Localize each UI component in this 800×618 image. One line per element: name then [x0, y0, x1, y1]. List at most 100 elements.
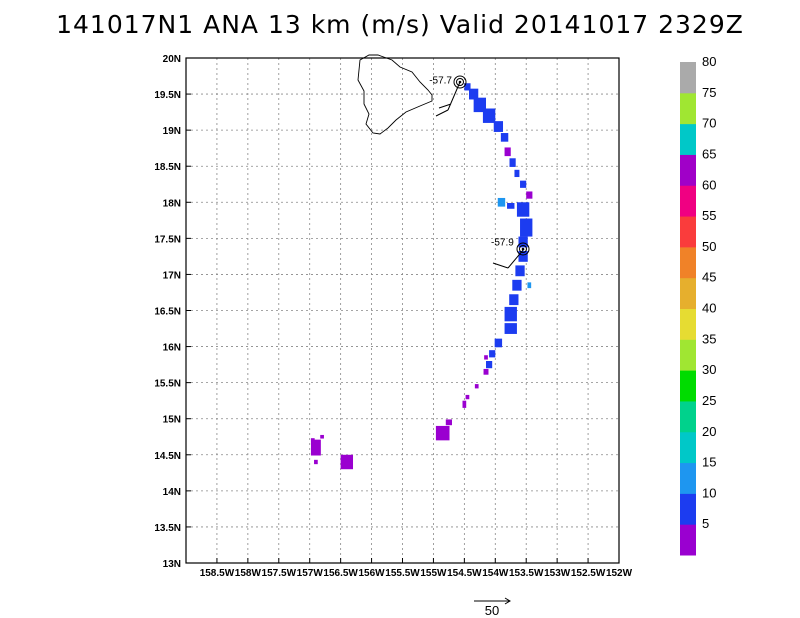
wind-cell	[500, 133, 509, 142]
x-tick-label: 153W	[544, 568, 571, 579]
y-tick-label: 18.5N	[154, 162, 181, 173]
colorbar-segment	[680, 246, 696, 279]
colorbar-segment	[680, 431, 696, 464]
vector-scale-label: 50	[485, 603, 499, 618]
barb-north	[435, 81, 461, 117]
wind-cell	[504, 306, 517, 322]
wind-cell	[310, 438, 315, 443]
wind-cell	[516, 202, 530, 217]
coastline-big-island	[357, 54, 433, 135]
y-tick-label: 15N	[163, 415, 181, 426]
wind-cell	[512, 279, 522, 291]
wind-cell	[320, 434, 324, 439]
colorbar-segment	[680, 524, 696, 556]
colorbar-label: 10	[702, 485, 716, 500]
wind-cell	[468, 88, 479, 100]
wind-cell	[494, 338, 503, 348]
colorbar-segment	[680, 154, 696, 186]
y-tick-label: 14.5N	[154, 451, 181, 462]
colorbar-label: 5	[702, 516, 709, 531]
wind-cell	[314, 459, 318, 465]
colorbar-segment	[680, 400, 696, 433]
colorbar-segment	[680, 123, 696, 155]
colorbar: 5 10 15 20 25 30 35 40 45 50 55 60 65 70 75 80	[680, 54, 716, 556]
wind-cell	[497, 197, 506, 207]
wind-cell	[509, 294, 519, 306]
wind-cell	[520, 218, 533, 237]
x-tick-label: 154.5W	[447, 568, 482, 579]
colorbar-label: 55	[702, 208, 716, 223]
colorbar-segment	[680, 462, 696, 494]
x-tick-label: 153.5W	[509, 568, 544, 579]
x-tick-label: 156W	[359, 568, 386, 579]
colorbar-segment	[680, 308, 696, 340]
wind-cell	[310, 439, 321, 456]
colorbar-segment	[680, 185, 696, 217]
wind-cell	[340, 454, 354, 470]
colorbar-segment	[680, 339, 696, 371]
wind-cell	[518, 236, 528, 248]
wind-cell	[489, 350, 496, 358]
wind-cells	[310, 83, 533, 470]
colorbar-label: 30	[702, 362, 716, 377]
y-tick-label: 19.5N	[154, 90, 181, 101]
colorbar-label: 35	[702, 331, 716, 346]
colorbar-label: 75	[702, 85, 716, 100]
x-tick-label: 154W	[482, 568, 509, 579]
wind-cell	[527, 282, 532, 289]
storm-centers	[453, 75, 530, 256]
colorbar-label: 15	[702, 455, 716, 470]
colorbar-segment	[680, 493, 696, 525]
coastline-path	[357, 54, 433, 135]
wind-cell	[504, 323, 517, 334]
y-tick-label: 15.5N	[154, 379, 181, 390]
wind-cell	[464, 83, 471, 91]
colorbar-label: 25	[702, 393, 716, 408]
colorbar-label: 20	[702, 424, 716, 439]
wind-cell	[474, 384, 479, 389]
x-tick-label: 157.5W	[262, 568, 297, 579]
wind-cell	[465, 394, 470, 400]
x-tick-label: 152.5W	[571, 568, 606, 579]
chart-title: 141017N1 ANA 13 km (m/s) Valid 20141017 …	[56, 10, 744, 39]
y-tick-label: 19N	[163, 126, 181, 137]
x-tick-label: 156.5W	[323, 568, 358, 579]
wind-cell	[483, 368, 489, 375]
wind-cell	[518, 250, 528, 262]
colorbar-segment	[680, 92, 696, 125]
y-tick-label: 20N	[163, 54, 181, 65]
wind-cell	[482, 108, 496, 123]
colorbar-segment	[680, 216, 696, 248]
x-tick-label: 158.5W	[200, 568, 235, 579]
x-tick-label: 155W	[420, 568, 447, 579]
wind-cell	[520, 180, 527, 188]
wind-cell	[504, 147, 511, 157]
colorbar-label: 80	[702, 54, 716, 69]
center-annotations: -57.7 -57.9	[429, 75, 514, 248]
center-value-label: -57.9	[491, 238, 514, 249]
colorbar-segment	[680, 62, 696, 94]
x-axis: 158.5W 158W 157.5W 157W 156.5W 156W 155.5W 155W…	[200, 558, 633, 579]
wind-cell	[462, 400, 467, 408]
y-axis: 13N 13.5N 14N 14.5N 15N 15.5N 16N 16.5N 17N 17.5N…	[154, 54, 191, 570]
y-tick-label: 17N	[163, 270, 181, 281]
colorbar-label: 50	[702, 239, 716, 254]
storm-center-south	[516, 242, 530, 256]
y-tick-label: 16N	[163, 343, 181, 354]
y-tick-label: 16.5N	[154, 307, 181, 318]
colorbar-label: 40	[702, 301, 716, 316]
x-tick-label: 158W	[235, 568, 262, 579]
wind-cell	[526, 191, 533, 199]
wind-cell	[507, 203, 515, 209]
wind-cell	[486, 361, 493, 369]
wind-cell	[445, 419, 452, 426]
wind-cell	[484, 355, 488, 360]
colorbar-segment	[680, 277, 696, 309]
wind-cell	[493, 121, 504, 132]
wind-cell	[435, 425, 450, 441]
colorbar-label: 60	[702, 177, 716, 192]
colorbar-label: 65	[702, 146, 716, 161]
storm-center-north	[453, 75, 467, 89]
colorbar-label: 70	[702, 116, 716, 131]
